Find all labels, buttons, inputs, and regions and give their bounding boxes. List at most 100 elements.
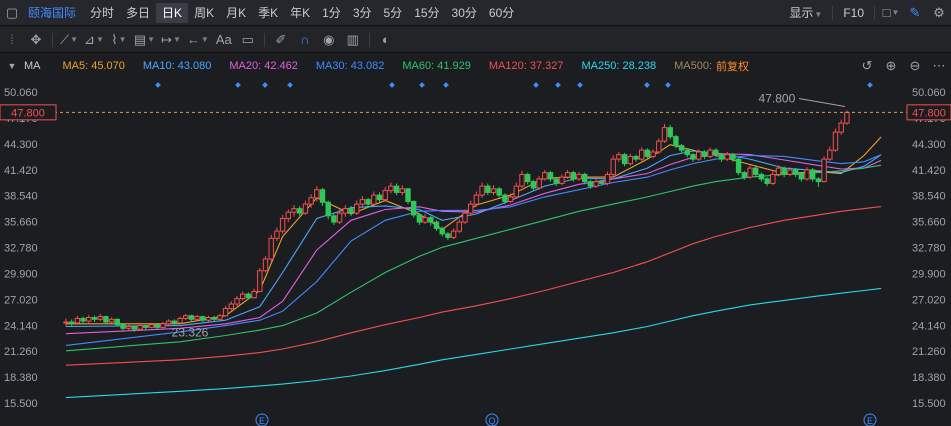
candle[interactable]: [63, 318, 69, 327]
candle[interactable]: [240, 291, 246, 301]
candle[interactable]: [587, 179, 594, 189]
fq-adjust-label[interactable]: 前复权: [716, 61, 750, 73]
candle[interactable]: [154, 323, 160, 330]
candle[interactable]: [775, 165, 782, 177]
candle[interactable]: [747, 165, 753, 179]
candle[interactable]: [559, 174, 565, 186]
candle[interactable]: [547, 170, 554, 182]
indicator-name[interactable]: MA: [24, 60, 41, 72]
candle[interactable]: [473, 191, 480, 207]
candle[interactable]: [536, 176, 542, 190]
eye-icon[interactable]: ◉: [323, 31, 335, 47]
candle[interactable]: [445, 232, 451, 241]
candle[interactable]: [684, 148, 690, 158]
candle[interactable]: [707, 147, 713, 159]
zoom-out-icon[interactable]: ⊖: [909, 58, 921, 73]
candle[interactable]: [810, 168, 816, 182]
candle[interactable]: [827, 146, 833, 161]
period-tab-quarterly[interactable]: 季K: [258, 5, 279, 20]
candle[interactable]: [724, 151, 730, 161]
candle[interactable]: [485, 183, 491, 196]
candle[interactable]: [496, 187, 502, 198]
candle[interactable]: [770, 171, 776, 186]
candle[interactable]: [319, 187, 326, 206]
candle[interactable]: [468, 200, 474, 216]
candle[interactable]: [450, 228, 457, 240]
candle[interactable]: [205, 315, 212, 323]
candle[interactable]: [399, 185, 406, 196]
toggle-icon[interactable]: ◐: [381, 32, 390, 47]
candle[interactable]: [519, 170, 525, 188]
candle[interactable]: [599, 179, 605, 186]
candle[interactable]: [644, 148, 651, 160]
candle[interactable]: [137, 323, 143, 332]
candle[interactable]: [120, 323, 126, 332]
candle[interactable]: [371, 191, 377, 206]
candle[interactable]: [268, 234, 274, 262]
candle[interactable]: [80, 316, 86, 324]
candle[interactable]: [314, 186, 320, 202]
candle[interactable]: [262, 256, 269, 273]
candle[interactable]: [245, 292, 252, 300]
range-tool-icon[interactable]: ↦ ▼: [161, 31, 181, 47]
candle[interactable]: [627, 153, 633, 166]
candle[interactable]: [690, 152, 696, 162]
candle[interactable]: [228, 301, 235, 311]
candle[interactable]: [490, 185, 497, 196]
period-tab-1min[interactable]: 1分: [322, 5, 341, 20]
trash-icon[interactable]: ▥: [346, 31, 359, 47]
candle[interactable]: [553, 177, 559, 187]
candle[interactable]: [336, 209, 343, 224]
candle[interactable]: [656, 138, 662, 154]
event-marker-icon[interactable]: [255, 413, 269, 426]
zoom-in-icon[interactable]: ⊕: [885, 58, 897, 73]
arrow-tool-icon[interactable]: ← ▼: [186, 32, 209, 47]
wave-tool-icon[interactable]: ⌇ ▼: [111, 31, 127, 47]
candle[interactable]: [792, 168, 799, 178]
candle[interactable]: [411, 200, 417, 218]
candle[interactable]: [422, 214, 428, 224]
candle[interactable]: [678, 143, 685, 153]
candle[interactable]: [513, 182, 519, 199]
candle[interactable]: [616, 151, 622, 162]
candle[interactable]: [257, 268, 263, 293]
candle[interactable]: [131, 325, 138, 332]
candle[interactable]: [160, 322, 166, 329]
period-tab-yearly[interactable]: 年K: [290, 5, 311, 20]
candle[interactable]: [696, 149, 702, 161]
candle[interactable]: [433, 220, 440, 232]
candle[interactable]: [593, 178, 599, 188]
candle[interactable]: [217, 313, 223, 321]
candle[interactable]: [735, 157, 742, 176]
period-tab-duori[interactable]: 多日: [126, 5, 151, 20]
candle[interactable]: [103, 315, 109, 324]
sidebar-toggle-icon[interactable]: ▢: [5, 4, 19, 20]
candle[interactable]: [302, 200, 309, 215]
candle[interactable]: [291, 205, 297, 217]
comment-tool-icon[interactable]: ▭: [241, 31, 254, 47]
candle[interactable]: [222, 305, 229, 317]
candle[interactable]: [730, 152, 736, 162]
candle[interactable]: [69, 319, 75, 327]
magnet-icon[interactable]: ∩: [300, 32, 310, 47]
event-marker-icon[interactable]: [485, 413, 499, 426]
candle[interactable]: [832, 128, 839, 152]
channel-tool-icon[interactable]: ⊿ ▼: [84, 31, 104, 47]
candle[interactable]: [758, 172, 765, 182]
candle[interactable]: [621, 152, 628, 167]
candle[interactable]: [576, 171, 582, 181]
candle[interactable]: [342, 205, 349, 217]
candle[interactable]: [331, 213, 337, 225]
candle[interactable]: [188, 314, 195, 322]
period-tab-30min[interactable]: 30分: [451, 5, 477, 20]
candle[interactable]: [108, 317, 115, 324]
period-tab-weekly[interactable]: 周K: [194, 5, 215, 20]
rect-tool-icon[interactable]: ▤ ▼: [133, 31, 156, 47]
candle[interactable]: [388, 182, 394, 194]
candle[interactable]: [200, 315, 206, 323]
candle[interactable]: [610, 155, 616, 177]
candle[interactable]: [650, 149, 656, 159]
candle[interactable]: [604, 171, 611, 186]
candle[interactable]: [479, 182, 485, 198]
candle[interactable]: [393, 183, 400, 196]
